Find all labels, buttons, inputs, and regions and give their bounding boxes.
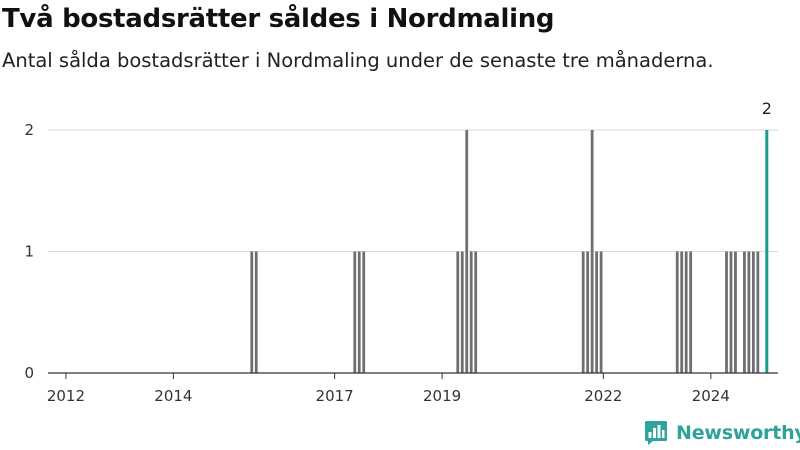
bar [595,251,599,373]
bar [353,251,357,373]
bar [747,251,751,373]
bar [357,251,361,373]
bar [474,251,478,373]
bar-highlight [765,130,769,373]
bar [586,251,590,373]
bar [725,251,728,373]
x-tick-label: 2019 [423,387,461,405]
x-tick-label: 2012 [47,387,85,405]
bar [680,251,684,373]
chart-title: Två bostadsrätter såldes i Nordmaling [2,4,555,34]
bar [469,251,473,373]
x-tick-label: 2014 [154,387,192,405]
bar [460,251,464,373]
bar [250,251,254,373]
brand-name: Newsworthy [676,422,800,444]
bar [599,251,603,373]
bar [362,251,366,373]
y-tick-label: 1 [24,243,34,261]
chart-subtitle: Antal sålda bostadsrätter i Nordmaling u… [2,49,714,72]
bar [751,251,755,373]
bars [250,130,769,373]
bar [734,251,737,373]
y-axis-labels: 0 1 2 [24,121,34,382]
bar [254,251,258,373]
bar [684,251,688,373]
bar [590,130,594,373]
gridlines [48,129,778,252]
newsworthy-logo: Newsworthy [644,420,800,446]
highlight-value-label: 2 [762,99,772,118]
bar [456,251,460,373]
x-axis-ticks: 2012 2014 2017 2019 2022 2024 [47,373,730,405]
newsworthy-bar-chart-icon [645,421,667,445]
x-tick-label: 2024 [692,387,730,405]
y-tick-label: 0 [24,364,34,382]
x-tick-label: 2022 [584,387,622,405]
bar [729,251,733,373]
bar [756,251,760,373]
y-tick-label: 2 [24,121,34,139]
bar [465,130,469,373]
bar [675,251,679,373]
bar [743,251,746,373]
bar [581,251,585,373]
bar [689,251,693,373]
x-tick-label: 2017 [316,387,354,405]
